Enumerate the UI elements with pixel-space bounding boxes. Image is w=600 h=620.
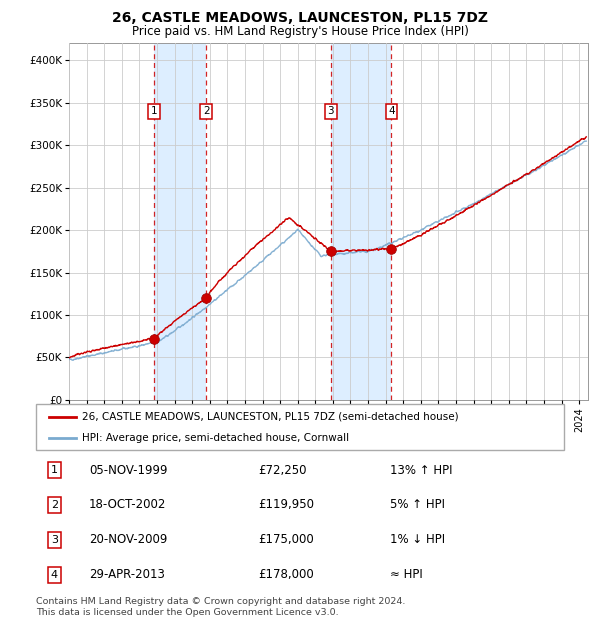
Text: 3: 3 [328,106,334,117]
Text: HPI: Average price, semi-detached house, Cornwall: HPI: Average price, semi-detached house,… [82,433,350,443]
Text: 05-NOV-1999: 05-NOV-1999 [89,464,167,477]
Text: 18-OCT-2002: 18-OCT-2002 [89,498,166,511]
Text: 4: 4 [388,106,395,117]
Text: £72,250: £72,250 [258,464,306,477]
Text: 13% ↑ HPI: 13% ↑ HPI [390,464,452,477]
Text: Price paid vs. HM Land Registry's House Price Index (HPI): Price paid vs. HM Land Registry's House … [131,25,469,37]
Text: £119,950: £119,950 [258,498,314,511]
Text: 1% ↓ HPI: 1% ↓ HPI [390,533,445,546]
Text: 1: 1 [151,106,158,117]
Text: 5% ↑ HPI: 5% ↑ HPI [390,498,445,511]
Bar [154,43,206,400]
Text: 1: 1 [51,465,58,475]
Bar [331,43,391,400]
Text: 29-APR-2013: 29-APR-2013 [89,568,164,581]
Text: 4: 4 [51,570,58,580]
Text: 2: 2 [203,106,209,117]
FancyBboxPatch shape [36,404,564,450]
Text: £178,000: £178,000 [258,568,314,581]
Text: 26, CASTLE MEADOWS, LAUNCESTON, PL15 7DZ: 26, CASTLE MEADOWS, LAUNCESTON, PL15 7DZ [112,11,488,25]
Text: 2: 2 [51,500,58,510]
Text: 20-NOV-2009: 20-NOV-2009 [89,533,167,546]
Text: £175,000: £175,000 [258,533,314,546]
Text: Contains HM Land Registry data © Crown copyright and database right 2024.
This d: Contains HM Land Registry data © Crown c… [36,598,406,617]
Text: ≈ HPI: ≈ HPI [390,568,422,581]
Text: 26, CASTLE MEADOWS, LAUNCESTON, PL15 7DZ (semi-detached house): 26, CASTLE MEADOWS, LAUNCESTON, PL15 7DZ… [82,412,459,422]
Text: 3: 3 [51,535,58,545]
